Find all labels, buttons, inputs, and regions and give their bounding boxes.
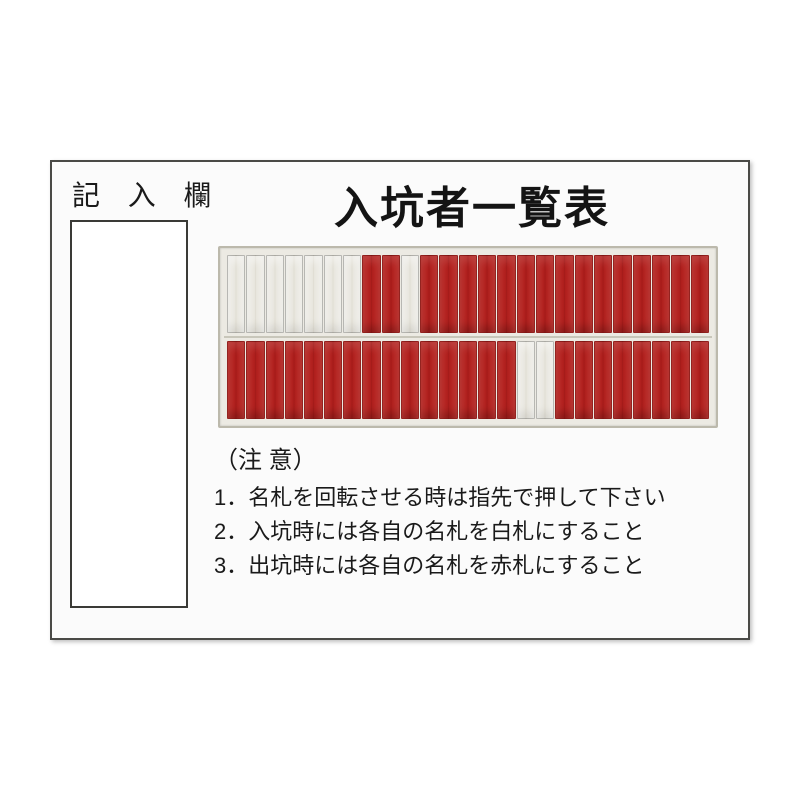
roster-board: 記 入 欄 入坑者一覧表 （注 意） 1．名札を回転させる時は指先で押して下さい…: [50, 160, 750, 640]
name-tag[interactable]: [671, 341, 689, 419]
name-tag[interactable]: [575, 341, 593, 419]
name-tag[interactable]: [266, 341, 284, 419]
name-tag[interactable]: [304, 341, 322, 419]
notes-line: 3．出坑時には各自の名札を赤札にすること: [214, 549, 730, 583]
name-tag[interactable]: [459, 341, 477, 419]
tag-rack-row: [224, 336, 712, 422]
tag-rack: [218, 246, 718, 428]
name-tag[interactable]: [439, 255, 457, 333]
name-tag[interactable]: [246, 255, 264, 333]
name-tag[interactable]: [401, 255, 419, 333]
name-tag[interactable]: [478, 255, 496, 333]
name-tag[interactable]: [671, 255, 689, 333]
notes-block: （注 意） 1．名札を回転させる時は指先で押して下さい 2．入坑時には各自の名札…: [214, 442, 730, 583]
name-tag[interactable]: [382, 341, 400, 419]
name-tag[interactable]: [343, 255, 361, 333]
name-tag[interactable]: [652, 341, 670, 419]
name-tag[interactable]: [497, 341, 515, 419]
name-tag[interactable]: [613, 255, 631, 333]
name-tag[interactable]: [536, 255, 554, 333]
name-tag[interactable]: [652, 255, 670, 333]
name-tag[interactable]: [343, 341, 361, 419]
name-tag[interactable]: [439, 341, 457, 419]
name-tag[interactable]: [227, 255, 245, 333]
notes-line: 2．入坑時には各自の名札を白札にすること: [214, 515, 730, 549]
entry-column-label: 記 入 欄: [72, 174, 198, 214]
name-tag[interactable]: [478, 341, 496, 419]
name-tag[interactable]: [555, 341, 573, 419]
name-tag[interactable]: [285, 341, 303, 419]
entry-column: 記 入 欄: [70, 174, 198, 608]
name-tag[interactable]: [555, 255, 573, 333]
name-tag[interactable]: [497, 255, 515, 333]
main-column: 入坑者一覧表 （注 意） 1．名札を回転させる時は指先で押して下さい 2．入坑時…: [214, 172, 730, 622]
name-tag[interactable]: [594, 255, 612, 333]
tag-rack-row: [224, 252, 712, 336]
name-tag[interactable]: [362, 255, 380, 333]
name-tag[interactable]: [420, 341, 438, 419]
name-tag[interactable]: [613, 341, 631, 419]
canvas: 記 入 欄 入坑者一覧表 （注 意） 1．名札を回転させる時は指先で押して下さい…: [0, 0, 800, 800]
name-tag[interactable]: [304, 255, 322, 333]
name-tag[interactable]: [517, 341, 535, 419]
name-tag[interactable]: [517, 255, 535, 333]
name-tag[interactable]: [691, 255, 709, 333]
notes-line: 1．名札を回転させる時は指先で押して下さい: [214, 481, 730, 515]
name-tag[interactable]: [285, 255, 303, 333]
name-tag[interactable]: [575, 255, 593, 333]
name-tag[interactable]: [594, 341, 612, 419]
name-tag[interactable]: [633, 341, 651, 419]
name-tag[interactable]: [633, 255, 651, 333]
notes-heading: （注 意）: [214, 442, 730, 479]
name-tag[interactable]: [246, 341, 264, 419]
name-tag[interactable]: [227, 341, 245, 419]
name-tag[interactable]: [691, 341, 709, 419]
name-tag[interactable]: [420, 255, 438, 333]
name-tag[interactable]: [266, 255, 284, 333]
board-title: 入坑者一覧表: [214, 172, 730, 236]
entry-write-box[interactable]: [70, 220, 188, 608]
name-tag[interactable]: [382, 255, 400, 333]
name-tag[interactable]: [324, 341, 342, 419]
name-tag[interactable]: [362, 341, 380, 419]
name-tag[interactable]: [401, 341, 419, 419]
name-tag[interactable]: [459, 255, 477, 333]
name-tag[interactable]: [324, 255, 342, 333]
name-tag[interactable]: [536, 341, 554, 419]
